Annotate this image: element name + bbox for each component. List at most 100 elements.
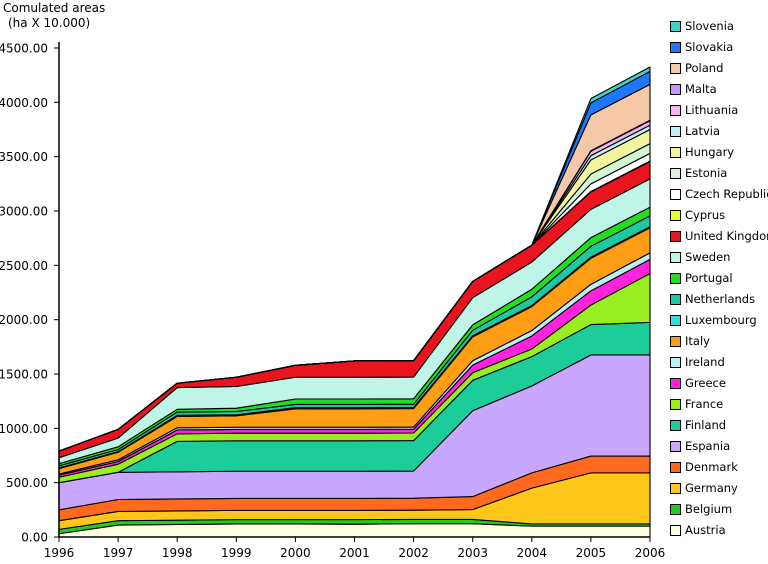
legend-swatch [670,293,681,305]
legend-swatch [670,41,681,53]
x-tick-label: 1998 [162,546,193,560]
y-tick-label: 3500.00 [0,150,48,164]
x-tick-label: 2005 [576,546,607,560]
legend-item: Hungary [670,144,734,160]
legend-item: Estonia [670,165,727,181]
legend-item: Italy [670,333,710,349]
legend-label: Lithuania [685,103,739,117]
legend-label: Slovenia [685,19,734,33]
legend-label: Denmark [685,460,738,474]
y-tick-label: 2500.00 [0,259,48,273]
legend-item: Austria [670,522,726,538]
legend-swatch [670,524,681,536]
legend-swatch [670,356,681,368]
legend-item: Slovakia [670,39,733,55]
legend-label: Espania [685,439,731,453]
legend-swatch [670,482,681,494]
legend-swatch [670,503,681,515]
legend-item: Belgium [670,501,732,517]
legend-item: Finland [670,417,726,433]
x-tick-label: 1997 [103,546,134,560]
legend-label: Cyprus [685,208,726,222]
legend-swatch [670,167,681,179]
y-tick-label: 1000.00 [0,422,48,436]
x-tick-label: 2003 [457,546,488,560]
legend-swatch [670,104,681,116]
x-tick-label: 2000 [280,546,311,560]
legend-swatch [670,146,681,158]
legend-item: Denmark [670,459,738,475]
legend-swatch [670,125,681,137]
legend-label: Malta [685,82,717,96]
legend-label: Estonia [685,166,728,180]
legend-item: France [670,396,723,412]
legend-swatch [670,377,681,389]
legend-swatch [670,62,681,74]
legend-label: France [685,397,724,411]
legend-swatch [670,335,681,347]
legend-item: Netherlands [670,291,755,307]
legend-label: Hungary [685,145,735,159]
legend-label: Poland [685,61,724,75]
x-tick-label: 2001 [339,546,370,560]
legend-item: Lithuania [670,102,738,118]
x-tick-label: 2002 [398,546,429,560]
y-tick-label: 4500.00 [0,42,48,56]
legend-item: Luxembourg [670,312,757,328]
legend-label: Czech Republic [685,187,768,201]
legend-label: Belgium [685,502,733,516]
legend-item: Czech Republic [670,186,768,202]
area-slovenia [58,66,651,452]
legend-item: Sweden [670,249,730,265]
y-tick-label: 3000.00 [0,205,48,219]
legend-item: Cyprus [670,207,725,223]
legend-swatch [670,83,681,95]
legend-label: United Kingdom [685,229,768,243]
y-tick-label: 2000.00 [0,313,48,327]
legend-label: Luxembourg [685,313,757,327]
legend-swatch [670,20,681,32]
legend-label: Slovakia [685,40,734,54]
x-tick-label: 1999 [221,546,252,560]
legend-item: Espania [670,438,730,454]
legend-swatch [670,419,681,431]
legend-label: Sweden [685,250,731,264]
legend-label: Greece [685,376,726,390]
legend-item: Slovenia [670,18,734,34]
legend-item: Latvia [670,123,720,139]
legend-swatch [670,272,681,284]
legend-item: Ireland [670,354,725,370]
legend-swatch [670,209,681,221]
y-tick-label: 4000.00 [0,96,48,110]
legend-item: United Kingdom [670,228,768,244]
legend-label: Netherlands [685,292,756,306]
legend-item: Germany [670,480,738,496]
legend-label: Italy [685,334,710,348]
y-tick-label: 0.00 [21,531,48,545]
x-tick-label: 1996 [44,546,75,560]
legend-label: Austria [685,523,726,537]
y-axis-title-line1: Comulated areas [3,1,106,15]
legend-swatch [670,188,681,200]
legend-swatch [670,251,681,263]
legend-label: Ireland [685,355,725,369]
legend-swatch [670,398,681,410]
y-tick-label: 1500.00 [0,368,48,382]
y-axis-title-line2: (ha X 10.000) [8,16,91,30]
y-tick-label: 500.00 [6,476,48,490]
legend-label: Finland [685,418,727,432]
legend-swatch [670,230,681,242]
legend-item: Poland [670,60,723,76]
legend-item: Malta [670,81,717,97]
legend-swatch [670,461,681,473]
x-tick-label: 2006 [635,546,666,560]
legend-swatch [670,314,681,326]
legend-label: Latvia [685,124,721,138]
legend-label: Germany [685,481,738,495]
legend-swatch [670,440,681,452]
legend-item: Greece [670,375,726,391]
legend-item: Portugal [670,270,733,286]
legend-label: Portugal [685,271,733,285]
x-tick-label: 2004 [517,546,548,560]
